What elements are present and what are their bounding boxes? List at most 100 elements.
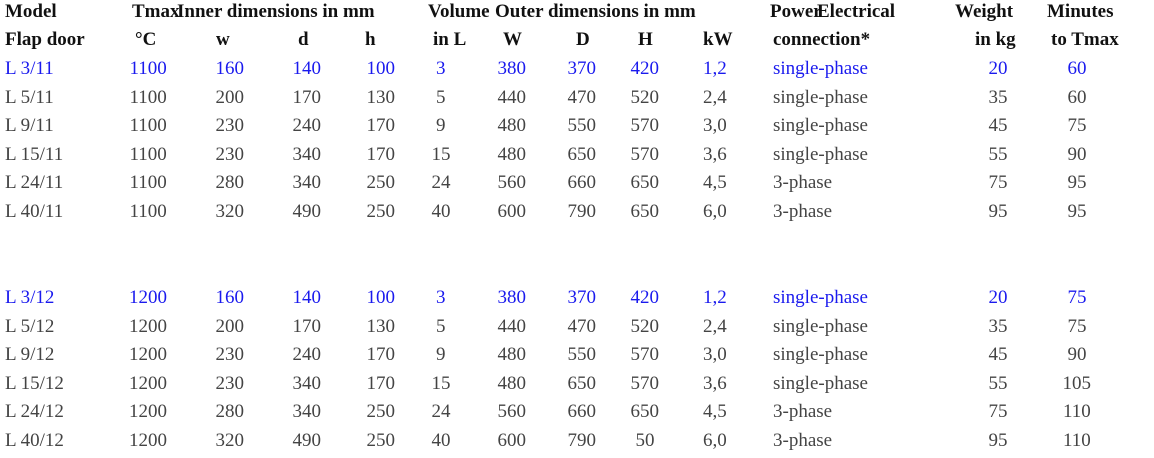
table-cell: 1100 (129, 86, 167, 108)
table-cell: 90 (1067, 344, 1087, 366)
table-cell: 280 (215, 401, 245, 423)
table-cell: 3-phase (773, 430, 833, 451)
table-cell: 4,5 (703, 401, 727, 423)
table-cell: L 3/11 (5, 58, 54, 79)
table-cell: 250 (366, 401, 396, 423)
table-cell: L 24/12 (5, 401, 64, 423)
table-cell: 2,4 (703, 315, 727, 337)
table-cell: L 24/11 (5, 172, 64, 194)
table-cell: 340 (292, 401, 322, 423)
table-cell: 520 (630, 86, 660, 108)
table-cell: 15 (431, 372, 451, 394)
table-cell: 250 (366, 201, 396, 222)
table-cell: 170 (292, 315, 322, 337)
table-cell: single-phase (773, 143, 868, 165)
table-cell: 250 (366, 430, 396, 451)
table-cell: 1200 (129, 401, 167, 423)
table-cell: L 3/12 (5, 287, 55, 308)
table-cell: single-phase (773, 315, 868, 337)
header-cell: kW (703, 29, 733, 50)
table-cell: 200 (215, 86, 245, 108)
table-cell: 40 (431, 201, 451, 222)
header-cell: Volume (428, 1, 490, 22)
table-cell: 1200 (129, 430, 167, 451)
table-cell: 60 (1067, 86, 1087, 108)
table-cell: 3,0 (703, 344, 727, 366)
table-cell: 160 (215, 287, 245, 308)
table-cell: 600 (497, 201, 527, 222)
table-cell: 3,6 (703, 143, 727, 165)
header-cell: Inner dimensions in mm (177, 1, 375, 22)
table-cell: 230 (215, 115, 245, 137)
table-cell: 520 (630, 315, 660, 337)
table-cell: 550 (567, 115, 597, 137)
table-cell: 420 (630, 287, 660, 308)
table-cell: 100 (366, 287, 396, 308)
table-cell: 470 (567, 86, 597, 108)
table-cell: 370 (567, 287, 597, 308)
table-cell: 320 (215, 201, 245, 222)
table-cell: 6,0 (703, 201, 727, 222)
header-cell: Tmax (132, 1, 180, 22)
table-cell: 1100 (129, 201, 167, 222)
table-cell: 440 (497, 86, 527, 108)
table-cell: 20 (988, 287, 1008, 308)
table-cell: 3-phase (773, 172, 833, 194)
table-cell: 380 (497, 287, 527, 308)
table-cell: 90 (1067, 143, 1087, 165)
table-cell: L 9/11 (5, 115, 54, 137)
table-cell: 490 (292, 430, 322, 451)
table-cell: 240 (292, 115, 322, 137)
header-cell: °C (135, 29, 157, 50)
table-cell: 3 (436, 58, 446, 79)
table-cell: 650 (567, 143, 597, 165)
table-cell: 1100 (129, 58, 167, 79)
table-cell: 9 (436, 344, 446, 366)
table-cell: 24 (431, 172, 451, 194)
table-cell: 9 (436, 115, 446, 137)
table-cell: 75 (988, 401, 1008, 423)
table-cell: 55 (988, 143, 1008, 165)
table-cell: 600 (497, 430, 527, 451)
table-cell: 110 (1063, 401, 1091, 423)
table-cell: 340 (292, 143, 322, 165)
table-cell: 570 (630, 344, 660, 366)
table-cell: 650 (630, 172, 660, 194)
table-cell: L 5/12 (5, 315, 55, 337)
table-cell: 550 (567, 344, 597, 366)
table-cell: 110 (1063, 430, 1091, 451)
table-cell: 130 (366, 86, 396, 108)
table-cell: 790 (567, 430, 597, 451)
table-cell: 75 (1067, 115, 1087, 137)
table-cell: L 40/12 (5, 430, 64, 451)
table-cell: 5 (436, 86, 446, 108)
table-cell: L 40/11 (5, 201, 64, 222)
table-cell: 1100 (129, 143, 167, 165)
table-cell: 230 (215, 143, 245, 165)
table-cell: 6,0 (703, 430, 727, 451)
table-cell: 105 (1062, 372, 1092, 394)
header-cell: D (576, 29, 590, 50)
table-cell: 45 (988, 115, 1008, 137)
table-cell: 3 (436, 287, 446, 308)
table-cell: single-phase (773, 115, 868, 137)
table-cell: 140 (292, 58, 322, 79)
table-cell: single-phase (773, 86, 868, 108)
table-cell: 470 (567, 315, 597, 337)
table-cell: 170 (366, 372, 396, 394)
table-cell: 40 (431, 430, 451, 451)
table-cell: 650 (630, 401, 660, 423)
header-cell: Electrical (817, 1, 896, 22)
table-cell: 3,6 (703, 372, 727, 394)
table-cell: 3,0 (703, 115, 727, 137)
header-cell: to Tmax (1051, 29, 1119, 50)
table-cell: 95 (1067, 172, 1087, 194)
table-cell: 480 (497, 143, 527, 165)
table-cell: 20 (988, 58, 1008, 79)
table-cell: 660 (567, 401, 597, 423)
header-cell: in L (433, 29, 467, 50)
table-cell: 560 (497, 172, 527, 194)
header-cell: h (365, 29, 376, 50)
table-cell: 3-phase (773, 201, 833, 222)
